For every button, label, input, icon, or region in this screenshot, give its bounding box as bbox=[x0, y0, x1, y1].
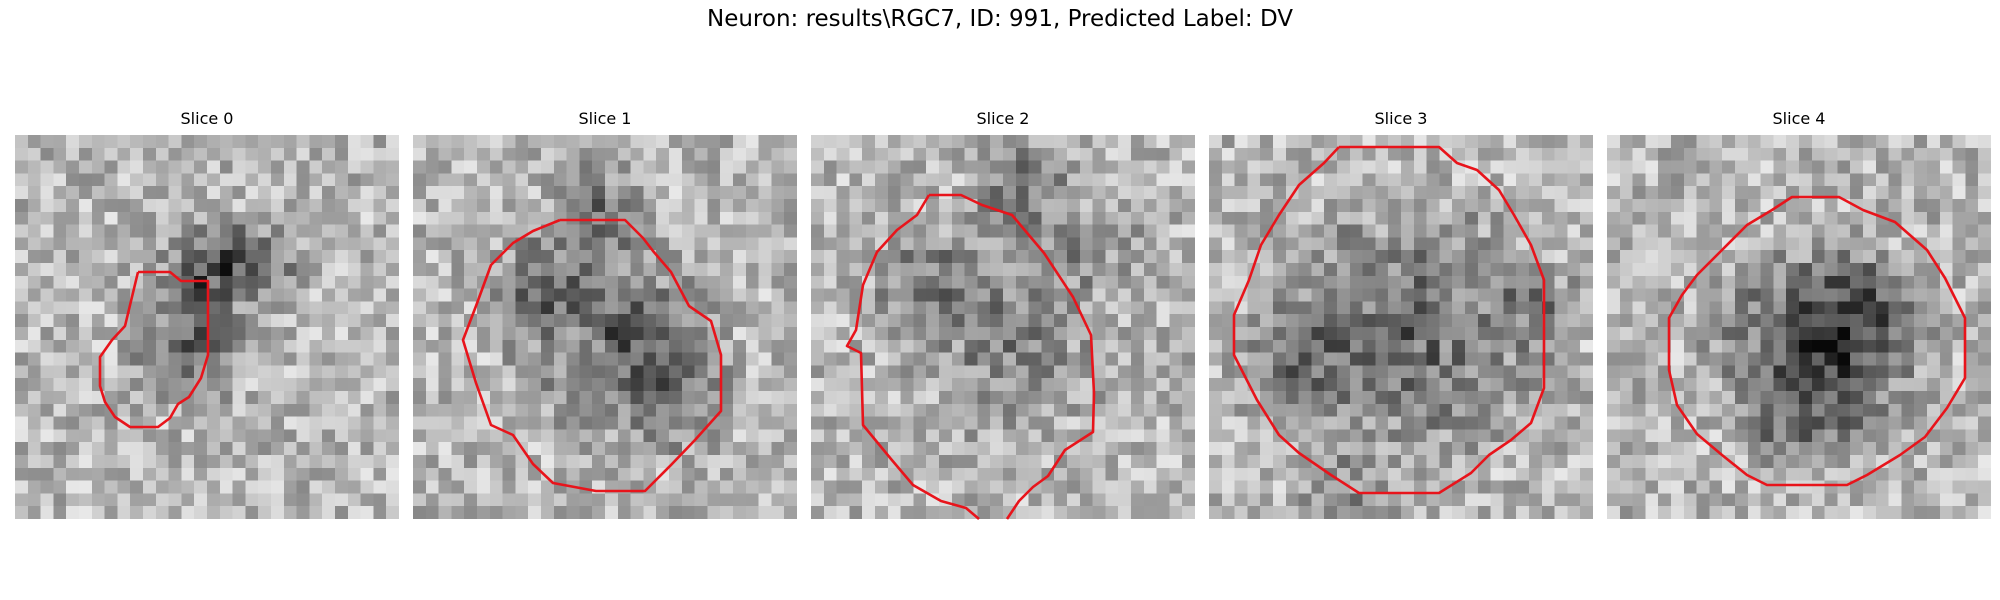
slice-image bbox=[1607, 135, 1991, 519]
roi-contour-overlay bbox=[1667, 195, 1967, 487]
roi-contour-overlay bbox=[1232, 145, 1546, 495]
roi-contour-overlay bbox=[845, 193, 1096, 520]
slice-image bbox=[413, 135, 797, 519]
grayscale-image bbox=[1209, 135, 1593, 519]
slice-panel-0: Slice 0 bbox=[15, 108, 399, 519]
roi-contour bbox=[845, 194, 980, 520]
slice-title: Slice 1 bbox=[578, 109, 632, 128]
roi-contour-overlay bbox=[98, 270, 210, 429]
slice-panel-3: Slice 3 bbox=[1209, 108, 1593, 519]
slice-image bbox=[15, 135, 399, 519]
grayscale-image bbox=[413, 135, 797, 519]
slice-panel-1: Slice 1 bbox=[413, 108, 797, 519]
slice-panel-2: Slice 2 bbox=[811, 108, 1195, 520]
slice-image bbox=[811, 135, 1195, 520]
slice-panel-4: Slice 4 bbox=[1607, 108, 1991, 519]
slice-title: Slice 0 bbox=[180, 109, 234, 128]
grayscale-image bbox=[811, 135, 1195, 519]
slice-title: Slice 3 bbox=[1374, 109, 1428, 128]
roi-contour bbox=[1232, 145, 1546, 495]
roi-contour bbox=[461, 218, 723, 493]
slice-title: Slice 4 bbox=[1772, 109, 1826, 128]
figure-title: Neuron: results\RGC7, ID: 991, Predicted… bbox=[706, 6, 1294, 32]
roi-contour-overlay bbox=[461, 218, 723, 493]
roi-contour bbox=[98, 270, 210, 429]
grayscale-image bbox=[1607, 135, 1991, 519]
slice-title: Slice 2 bbox=[976, 109, 1030, 128]
roi-contour bbox=[929, 193, 1096, 520]
roi-contour bbox=[1667, 195, 1967, 487]
slice-image bbox=[1209, 135, 1593, 519]
